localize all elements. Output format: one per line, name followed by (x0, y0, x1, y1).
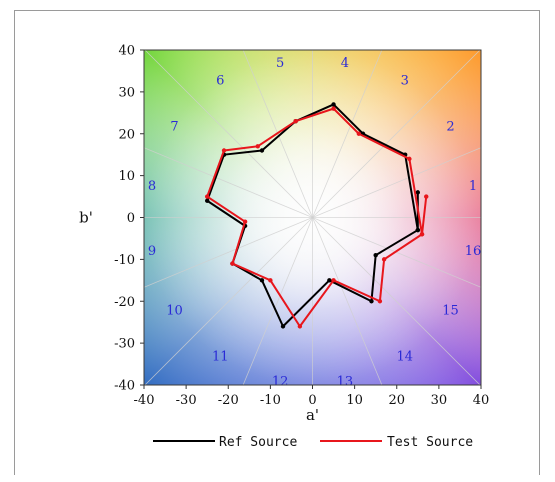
test-source-point (377, 299, 383, 304)
ref-source-point (331, 102, 336, 107)
hue-bin-label: 14 (396, 350, 413, 365)
y-tick-label: -40 (114, 379, 135, 394)
spoke-line (312, 50, 481, 218)
ref-source-point (327, 278, 332, 283)
ref-source-point (204, 198, 210, 203)
ref-source-point (415, 227, 421, 233)
legend-ref-label: Ref Source (219, 435, 297, 450)
hue-bin-label: 1 (469, 179, 477, 194)
hue-bin-label: 13 (337, 374, 354, 389)
y-tick-label: 30 (118, 85, 135, 100)
spoke-line (144, 217, 313, 385)
ref-source-point (415, 190, 421, 195)
hue-bin-label: 8 (148, 179, 156, 194)
spoke-line (242, 50, 313, 218)
spoke-line (242, 217, 313, 385)
test-source-point (255, 144, 260, 149)
spoke-line (312, 217, 481, 288)
hue-bin-label: 16 (465, 244, 482, 259)
hue-bin-label: 2 (446, 119, 454, 134)
hue-bin-label: 5 (276, 56, 284, 71)
test-source-point (424, 194, 429, 199)
test-source-point (297, 324, 303, 329)
hue-bin-label: 9 (148, 244, 156, 259)
hue-bin-spokes (144, 50, 481, 385)
x-tick-label: 30 (431, 393, 448, 408)
y-tick-label: -30 (114, 337, 135, 352)
y-axis-label: b' (79, 209, 93, 227)
x-tick-label: 10 (346, 393, 363, 408)
x-tick-label: 20 (388, 393, 405, 408)
test-source-point (356, 131, 362, 136)
x-axis-label: a' (306, 406, 319, 424)
test-source-point (407, 156, 412, 162)
ref-source-point (280, 324, 286, 329)
test-source-point (242, 219, 248, 224)
hue-bin-label: 11 (212, 350, 229, 365)
legend: Ref Source Test Source (153, 435, 473, 450)
hue-bin-label: 12 (272, 374, 289, 389)
hue-bin-label: 3 (401, 73, 409, 88)
hue-bin-label: 15 (442, 304, 459, 319)
x-tick-label: 0 (308, 393, 316, 408)
ref-source-point (369, 299, 374, 304)
y-tick-label: 40 (118, 44, 135, 59)
y-tick-label: 20 (118, 127, 135, 142)
test-source-point (230, 261, 235, 266)
ref-source-point (373, 252, 378, 258)
hue-bin-label: 10 (166, 304, 183, 319)
x-tick-label: -40 (134, 393, 155, 408)
hue-bin-label: 4 (341, 56, 349, 71)
test-source-point (331, 106, 336, 111)
spoke-line (144, 217, 313, 288)
spoke-line (312, 147, 481, 218)
test-source-point (204, 194, 210, 199)
x-tick-label: -10 (260, 393, 281, 408)
test-source-point (331, 278, 336, 283)
figure-frame (14, 10, 540, 475)
ref-source-point (259, 148, 265, 153)
y-tick-label: 10 (118, 169, 135, 184)
test-source-point (381, 257, 387, 262)
y-tick-label: 0 (127, 211, 135, 226)
spoke-line (312, 217, 481, 385)
series-layer (204, 102, 429, 329)
hue-bin-label: 6 (216, 73, 224, 88)
spoke-line (312, 217, 383, 385)
hue-bin-label: 7 (170, 119, 178, 134)
test-source-point (268, 278, 273, 283)
y-tick-label: -10 (114, 253, 135, 268)
legend-test-label: Test Source (387, 435, 473, 450)
x-tick-label: 40 (473, 393, 490, 408)
test-source-point (293, 118, 298, 124)
test-source-point (221, 148, 227, 153)
spoke-line (144, 50, 313, 218)
spoke-line (312, 50, 383, 218)
ref-source-point (259, 278, 265, 283)
test-source-point (419, 232, 425, 237)
y-tick-label: -20 (114, 295, 135, 310)
axes: -40 -30 -20 -10 0 10 20 30 40 -40 -30 -20 -10 0 10 20 30… (114, 44, 489, 409)
x-tick-label: -30 (176, 393, 197, 408)
spoke-line (144, 147, 313, 218)
x-tick-label: -20 (218, 393, 239, 408)
